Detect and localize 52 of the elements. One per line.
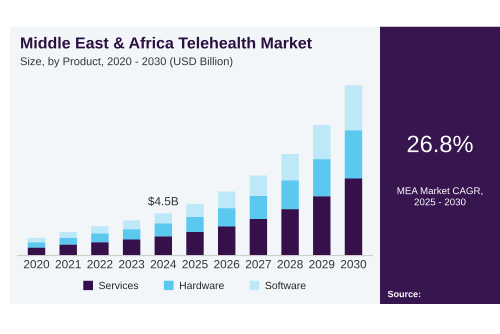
bar (154, 213, 172, 224)
x-tick-label: 2024 (150, 260, 176, 268)
x-tick-label: 2023 (119, 260, 144, 268)
x-tick-label: 2028 (278, 260, 303, 268)
legend-label: Hardware (180, 282, 224, 290)
bar (250, 175, 268, 196)
bar (281, 154, 299, 181)
bar (28, 248, 46, 256)
x-tick-label: 2020 (24, 260, 50, 268)
chart-subtitle: Size, by Product, 2020 - 2030 (USD Billion) (20, 57, 232, 68)
bar (91, 242, 109, 256)
bar (28, 242, 46, 248)
bar (313, 125, 330, 160)
bar (186, 217, 204, 232)
bar (218, 226, 236, 256)
x-tick-label: 2026 (214, 260, 240, 268)
x-tick-label: 2027 (246, 260, 271, 268)
bar (250, 196, 268, 220)
bar (122, 240, 140, 256)
legend-label: Software (265, 282, 306, 290)
chart-title: Middle East & Africa Telehealth Market (21, 36, 312, 49)
bar (154, 236, 172, 256)
bar (60, 238, 77, 245)
x-tick-label: 2025 (182, 260, 208, 268)
bar (250, 219, 268, 256)
text: MEA Market CAGR, 2025 - 2030 (398, 187, 482, 206)
bar (344, 85, 362, 130)
bar (60, 244, 77, 256)
bar (186, 204, 204, 218)
bar (218, 191, 236, 208)
x-tick-label: 2021 (56, 260, 81, 268)
bar (344, 130, 362, 179)
source-note: Source: (388, 290, 420, 298)
x-tick-label: 2022 (87, 260, 112, 268)
bar (91, 226, 109, 234)
bar (154, 223, 172, 236)
bar (60, 232, 77, 238)
annotation: $4.5B (148, 196, 178, 206)
legend-label: Services (99, 282, 138, 290)
bar (122, 229, 140, 240)
bar (313, 196, 330, 256)
bar (281, 180, 299, 210)
bar (122, 220, 140, 230)
x-tick-label: 2029 (309, 260, 334, 268)
x-tick-label: 2030 (340, 260, 366, 268)
bar (91, 233, 109, 242)
bar (313, 159, 330, 196)
bar (186, 232, 204, 256)
bar (218, 208, 236, 227)
bar (344, 178, 362, 256)
text: 26.8% (408, 136, 473, 152)
bar (281, 209, 299, 256)
